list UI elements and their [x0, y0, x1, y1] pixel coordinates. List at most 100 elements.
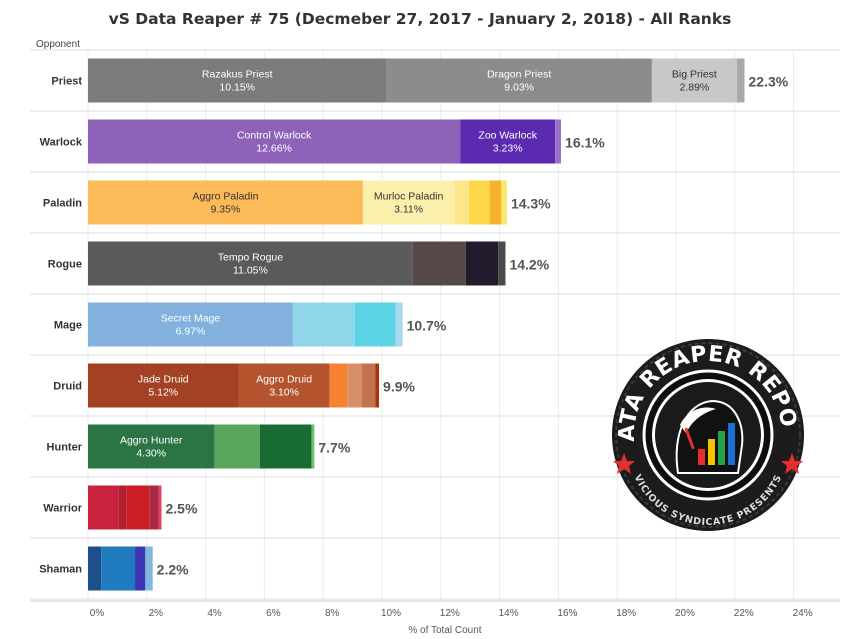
- row-total-label: 14.3%: [511, 196, 551, 212]
- bar-segment: [259, 424, 312, 469]
- row-total-label: 7.7%: [318, 440, 350, 456]
- category-label: Warlock: [40, 137, 83, 149]
- segment-name: Control Warlock: [237, 130, 312, 142]
- x-axis-label: % of Total Count: [408, 625, 481, 636]
- category-label: Priest: [51, 76, 82, 88]
- logo-star-right: [781, 453, 803, 474]
- bar-segment: [88, 424, 215, 469]
- x-tick-label: 8%: [325, 608, 340, 619]
- bar-segment: [88, 58, 387, 103]
- bar-segment: [386, 58, 652, 103]
- x-tick-label: 4%: [207, 608, 222, 619]
- bar-segment: [126, 485, 150, 530]
- segment-name: Jade Druid: [138, 374, 189, 386]
- bar-segment: [347, 363, 363, 408]
- category-label: Warrior: [43, 503, 82, 515]
- segment-name: Murloc Paladin: [374, 191, 444, 203]
- logo-star-left: [613, 453, 635, 474]
- x-tick-label: 0%: [90, 608, 105, 619]
- segment-name: Aggro Hunter: [120, 435, 183, 447]
- category-label: Mage: [54, 320, 82, 332]
- row-header: Opponent: [36, 39, 80, 50]
- bar-segment: [88, 302, 293, 347]
- bar-segment: [651, 58, 737, 103]
- bar-segment: [214, 424, 260, 469]
- segment-name: Aggro Paladin: [192, 191, 258, 203]
- bar-segment: [329, 363, 348, 408]
- segment-value: 6.97%: [176, 326, 206, 338]
- bar-segment: [88, 180, 363, 225]
- x-tick-label: 20%: [675, 608, 695, 619]
- bar-segment: [88, 485, 119, 530]
- segment-value: 5.12%: [148, 387, 178, 399]
- row-total-label: 14.2%: [509, 257, 549, 273]
- x-tick-label: 14%: [499, 608, 519, 619]
- bar-segment: [354, 302, 396, 347]
- bar-segment: [465, 241, 499, 286]
- chart-title: vS Data Reaper # 75 (Decmeber 27, 2017 -…: [109, 10, 732, 28]
- segment-value: 9.03%: [504, 82, 534, 94]
- segment-value: 4.30%: [136, 448, 166, 460]
- category-label: Druid: [53, 381, 82, 393]
- segment-value: 12.66%: [256, 143, 292, 155]
- bar-segment: [362, 180, 455, 225]
- row-separators: [30, 49, 840, 600]
- category-label: Rogue: [48, 259, 82, 271]
- x-tick-label: 12%: [440, 608, 460, 619]
- x-tick-label: 18%: [616, 608, 636, 619]
- segment-name: Aggro Druid: [256, 374, 312, 386]
- y-axis-labels: Priest Warlock Paladin Rogue Mage Druid Hunter…: [39, 76, 83, 576]
- bar-segment: [311, 424, 315, 469]
- bar-segment: [88, 119, 461, 164]
- row-total-label: 10.7%: [407, 318, 447, 334]
- row-total-label: 2.2%: [157, 562, 189, 578]
- row-total-label: 16.1%: [565, 135, 605, 151]
- bar-segment: [149, 485, 159, 530]
- bar-segment: [555, 119, 562, 164]
- bar-segment: [489, 180, 502, 225]
- bar-segment: [498, 241, 506, 286]
- bar-segment: [88, 363, 239, 408]
- segment-value: 3.11%: [394, 204, 423, 216]
- bar-segment: [88, 241, 413, 286]
- category-label: Paladin: [43, 198, 82, 210]
- bar-segment: [101, 546, 136, 591]
- x-axis: 0% 2% 4% 6% 8% 10% 12% 14% 16% 18% 20% 22% 24%: [30, 600, 840, 619]
- bar-segment: [460, 119, 556, 164]
- segment-value: 2.89%: [679, 82, 709, 94]
- segment-value: 11.05%: [233, 265, 268, 277]
- bar-segment: [362, 363, 376, 408]
- bar-segment: [145, 546, 153, 591]
- segment-name: Big Priest: [672, 69, 717, 81]
- bar-segment: [118, 485, 127, 530]
- row-total-label: 2.5%: [166, 501, 198, 517]
- bar-segment: [412, 241, 466, 286]
- x-tick-label: 22%: [734, 608, 754, 619]
- x-tick-label: 2%: [149, 608, 164, 619]
- x-tick-label: 6%: [266, 608, 281, 619]
- bar-segment: [375, 363, 380, 408]
- row-total-label: 9.9%: [383, 379, 415, 395]
- bar-segment: [454, 180, 470, 225]
- x-tick-label: 10%: [381, 608, 401, 619]
- segment-value: 9.35%: [211, 204, 241, 216]
- bar-segment: [395, 302, 403, 347]
- category-label: Shaman: [39, 564, 82, 576]
- row-total-label: 22.3%: [749, 74, 789, 90]
- segment-name: Tempo Rogue: [218, 252, 284, 264]
- segment-name: Secret Mage: [161, 313, 221, 325]
- bar-segment: [158, 485, 162, 530]
- segment-value: 3.10%: [269, 387, 299, 399]
- bar-segment: [736, 58, 745, 103]
- data-reaper-logo: DATA REAPER REPORT VICIOUS SYNDICATE PRE…: [612, 339, 804, 531]
- segment-name: Dragon Priest: [487, 69, 551, 81]
- bar-segment: [469, 180, 490, 225]
- category-label: Hunter: [47, 442, 83, 454]
- bar-segment: [238, 363, 330, 408]
- x-tick-label: 16%: [557, 608, 577, 619]
- segment-value: 3.23%: [493, 143, 523, 155]
- segment-value: 10.15%: [219, 82, 255, 94]
- bar-segment: [135, 546, 146, 591]
